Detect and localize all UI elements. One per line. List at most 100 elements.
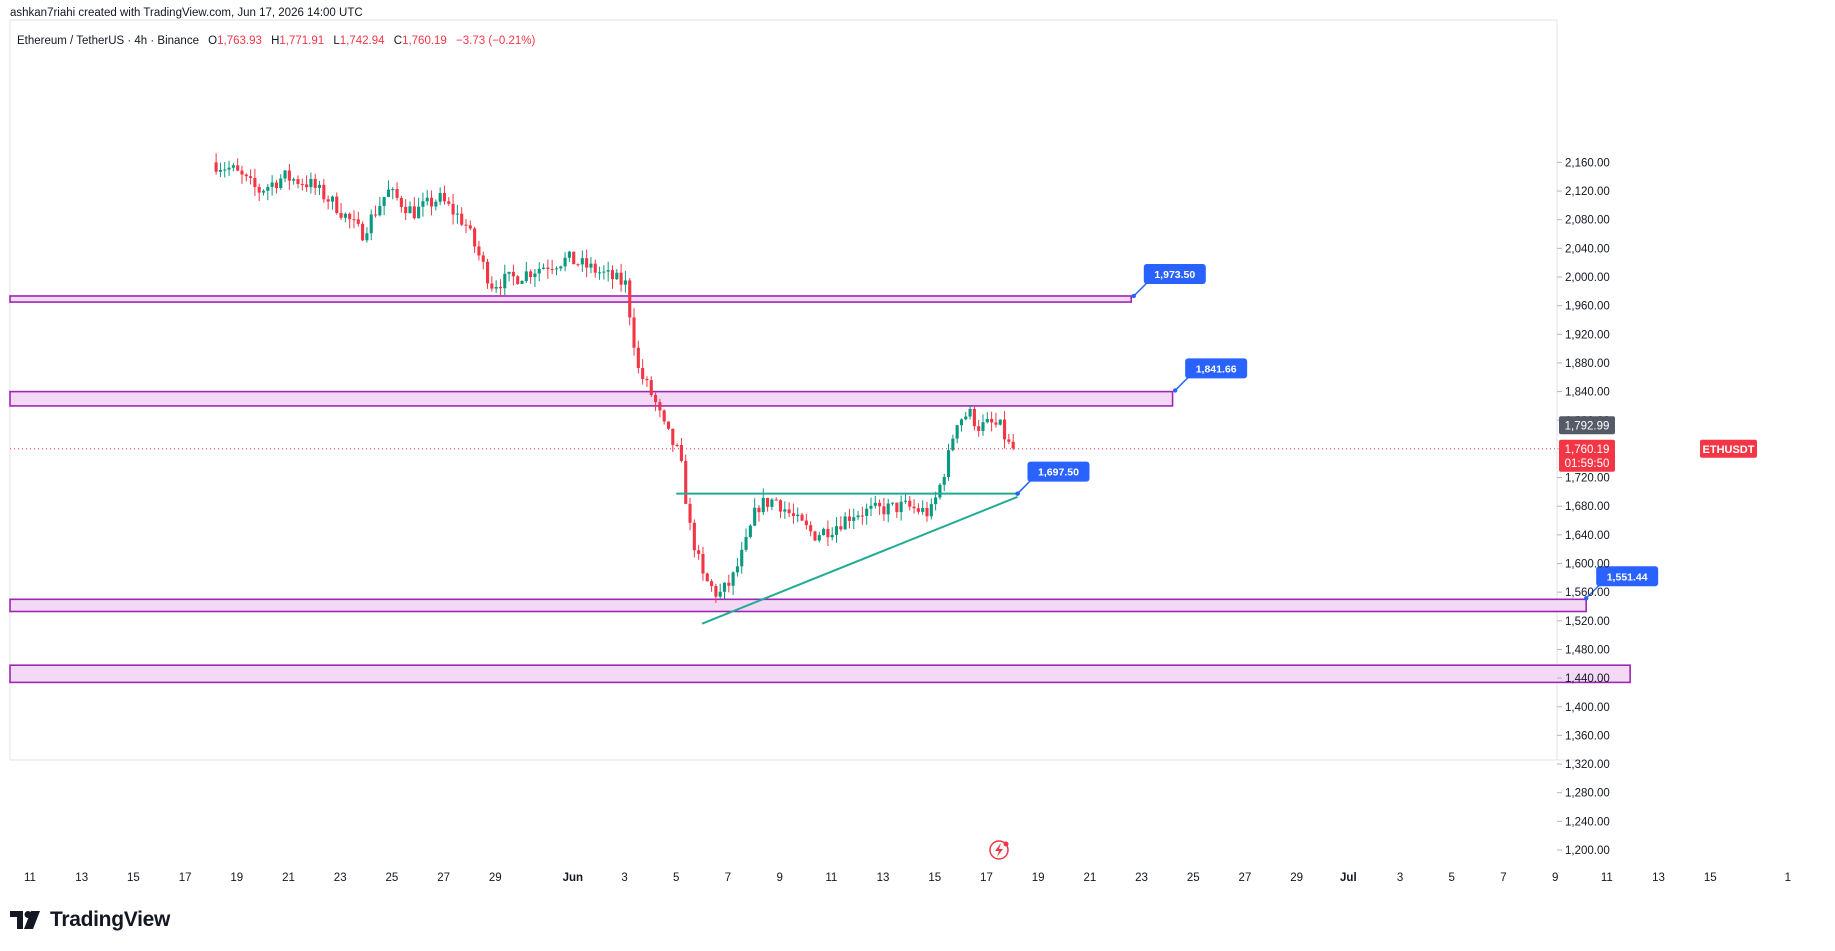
candle-body[interactable] (632, 317, 636, 348)
candle-body[interactable] (688, 503, 692, 523)
candle-body[interactable] (791, 513, 795, 517)
candle-body[interactable] (972, 408, 976, 427)
candle-body[interactable] (787, 509, 791, 514)
candle-body[interactable] (606, 270, 610, 272)
candle-body[interactable] (490, 283, 494, 289)
candle-body[interactable] (748, 525, 752, 538)
time-axis[interactable]: 11 13 15 17 19 21 23 25 27 29 Jun 3 5 7 9 11 13 15 17 19 21 2… (24, 872, 1791, 884)
candle-body[interactable] (666, 421, 671, 429)
candle-body[interactable] (361, 223, 365, 241)
candle-body[interactable] (615, 272, 619, 280)
candle-body[interactable] (395, 189, 399, 198)
candle-body[interactable] (753, 507, 757, 526)
candle-body[interactable] (679, 445, 683, 461)
candle-body[interactable] (236, 165, 240, 171)
candle-body[interactable] (912, 506, 916, 509)
candle-body[interactable] (585, 258, 589, 268)
candle-body[interactable] (968, 408, 972, 417)
candle-body[interactable] (378, 205, 382, 216)
candle-body[interactable] (860, 515, 864, 517)
candle-body[interactable] (981, 422, 985, 431)
candle-body[interactable] (705, 573, 709, 582)
candle-body[interactable] (774, 499, 778, 501)
candle-body[interactable] (524, 271, 528, 282)
price-zone[interactable] (9, 598, 1587, 613)
candle-body[interactable] (990, 418, 994, 423)
candle-body[interactable] (274, 182, 278, 188)
candle-body[interactable] (417, 206, 421, 219)
candle-body[interactable] (783, 509, 787, 512)
candle-body[interactable] (481, 255, 485, 262)
candle-body[interactable] (946, 450, 951, 477)
candle-body[interactable] (955, 425, 959, 439)
candle-body[interactable] (886, 503, 890, 515)
candle-body[interactable] (994, 422, 998, 425)
candle-body[interactable] (580, 258, 584, 265)
candle-body[interactable] (619, 272, 623, 285)
candle-body[interactable] (796, 514, 800, 517)
candle-body[interactable] (817, 535, 821, 541)
event-marker[interactable] (989, 840, 1009, 860)
candle-body[interactable] (740, 549, 744, 567)
candle-body[interactable] (964, 416, 968, 420)
candle-body[interactable] (498, 286, 503, 289)
candle-body[interactable] (455, 213, 459, 215)
candle-body[interactable] (408, 206, 412, 214)
candle-body[interactable] (572, 251, 576, 265)
candle-body[interactable] (998, 419, 1002, 425)
candle-body[interactable] (412, 206, 416, 219)
candle-body[interactable] (335, 196, 339, 213)
candle-body[interactable] (537, 268, 541, 274)
candle-body[interactable] (662, 410, 666, 422)
candle-body[interactable] (671, 428, 675, 445)
candle-body[interactable] (292, 179, 296, 181)
candle-body[interactable] (567, 251, 571, 258)
candle-body[interactable] (348, 213, 352, 220)
candle-body[interactable] (529, 271, 533, 278)
candle-body[interactable] (692, 522, 696, 551)
candle-body[interactable] (675, 444, 679, 446)
candle-body[interactable] (546, 267, 550, 270)
candle-body[interactable] (882, 506, 886, 515)
candle-body[interactable] (322, 184, 326, 200)
candle-body[interactable] (223, 169, 227, 171)
candle-body[interactable] (942, 476, 946, 485)
candle-body[interactable] (834, 526, 839, 535)
candle-body[interactable] (658, 402, 662, 411)
candle-body[interactable] (684, 460, 688, 504)
price-axis[interactable]: 2,160.00 2,120.00 2,080.00 2,040.00 2,000.00… (1557, 157, 1610, 857)
price-callouts[interactable]: 1,973.50 1,841.66 1,697.50 1,551.44 (1015, 263, 1659, 601)
candle-body[interactable] (890, 502, 895, 504)
candle-body[interactable] (542, 267, 546, 269)
candle-body[interactable] (442, 192, 447, 202)
candle-body[interactable] (447, 201, 451, 204)
candle-body[interactable] (550, 269, 554, 271)
candle-body[interactable] (249, 176, 253, 178)
candle-body[interactable] (218, 169, 222, 172)
candle-body[interactable] (240, 170, 244, 175)
candle-body[interactable] (598, 272, 602, 274)
candle-body[interactable] (766, 497, 770, 507)
candle-body[interactable] (697, 550, 701, 554)
price-zone[interactable] (9, 390, 1174, 407)
candle-body[interactable] (589, 263, 593, 268)
candle-body[interactable] (559, 266, 563, 269)
candle-body[interactable] (425, 197, 429, 202)
candle-body[interactable] (266, 186, 270, 191)
candle-body[interactable] (921, 508, 925, 512)
tradingview-logo[interactable]: TradingView (10, 908, 170, 932)
candle-body[interactable] (404, 206, 408, 214)
candle-body[interactable] (434, 201, 438, 207)
candle-body[interactable] (460, 213, 464, 225)
candle-body[interactable] (778, 500, 783, 512)
candle-body[interactable] (511, 271, 515, 277)
callout-box[interactable] (1143, 263, 1206, 284)
candle-body[interactable] (507, 271, 511, 274)
candle-body[interactable] (813, 531, 817, 541)
price-zone[interactable] (9, 664, 1631, 684)
candle-body[interactable] (925, 508, 929, 517)
candle-body[interactable] (929, 504, 933, 517)
candle-body[interactable] (1011, 441, 1015, 449)
candle-body[interactable] (421, 201, 425, 207)
candle-body[interactable] (701, 553, 705, 574)
